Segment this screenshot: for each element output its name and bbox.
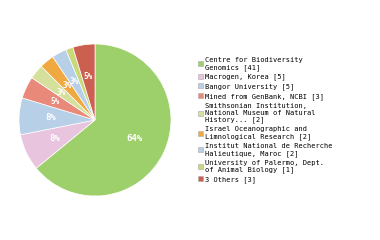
Wedge shape: [19, 98, 95, 135]
Wedge shape: [36, 44, 171, 196]
Wedge shape: [66, 47, 95, 120]
Text: 64%: 64%: [127, 134, 143, 143]
Wedge shape: [41, 57, 95, 120]
Wedge shape: [21, 120, 95, 168]
Legend: Centre for Biodiversity
Genomics [41], Macrogen, Korea [5], Bangor University [5: Centre for Biodiversity Genomics [41], M…: [197, 56, 334, 184]
Text: 3%: 3%: [70, 77, 79, 86]
Text: 5%: 5%: [51, 97, 60, 106]
Text: 3%: 3%: [56, 88, 66, 96]
Text: 8%: 8%: [46, 113, 56, 122]
Wedge shape: [73, 44, 95, 120]
Wedge shape: [32, 66, 95, 120]
Text: 5%: 5%: [84, 72, 93, 81]
Wedge shape: [53, 50, 95, 120]
Wedge shape: [22, 78, 95, 120]
Text: 3%: 3%: [62, 81, 72, 90]
Text: 8%: 8%: [50, 134, 60, 143]
